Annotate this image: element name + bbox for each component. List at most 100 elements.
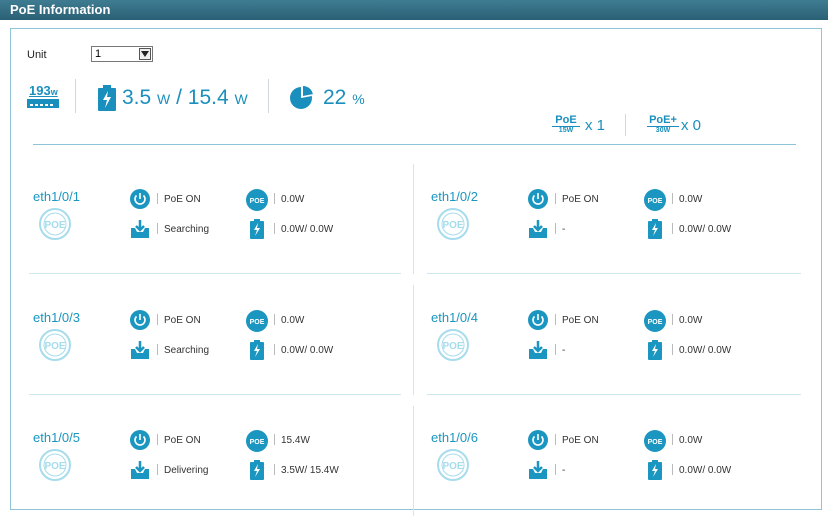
poe-port-icon: POE	[437, 329, 469, 361]
poe-port-icon-label: POE	[442, 220, 463, 231]
battery-icon	[250, 219, 264, 239]
port-usage: 0.0W/ 0.0W	[274, 223, 333, 235]
battery-icon	[648, 460, 662, 480]
port-status: -	[555, 223, 565, 235]
power-icon	[528, 189, 548, 209]
port-name[interactable]: eth1/0/3	[33, 310, 80, 325]
port-name[interactable]: eth1/0/6	[431, 430, 478, 445]
poe-power-icon-label: POE	[648, 198, 663, 205]
port-admin-state: PoE ON	[555, 314, 599, 326]
port-admin-state: PoE ON	[157, 193, 201, 205]
battery-icon	[648, 219, 662, 239]
port-status: -	[555, 344, 565, 356]
download-tray-icon	[529, 341, 547, 359]
total-budget-icon: 193w	[25, 83, 61, 109]
poe-budget-icon: PoE 15W	[552, 114, 580, 134]
poe-port-icon: POE	[39, 449, 71, 481]
chevron-down-icon[interactable]	[139, 48, 151, 60]
port-admin-state: PoE ON	[157, 434, 201, 446]
port-card[interactable]: eth1/0/5 POE PoE ON Delivering POE 15.	[29, 430, 401, 510]
port-card[interactable]: eth1/0/3 POE PoE ON Searching POE 0.0W	[29, 310, 401, 390]
poe-power-icon-label: POE	[648, 319, 663, 326]
window-titlebar: PoE Information	[0, 0, 828, 20]
poe-port-icon: POE	[39, 329, 71, 361]
port-power: 0.0W	[274, 193, 304, 205]
power-icon	[528, 310, 548, 330]
poe-plus-budget-count: x 0	[681, 117, 702, 134]
port-name[interactable]: eth1/0/1	[33, 189, 80, 204]
battery-icon	[98, 85, 116, 111]
port-usage: 0.0W/ 0.0W	[672, 223, 731, 235]
poe-power-icon: POE	[644, 430, 666, 452]
port-power: 0.0W	[672, 434, 702, 446]
download-tray-icon	[131, 461, 149, 479]
poe-power-icon: POE	[246, 310, 268, 332]
port-card[interactable]: eth1/0/6 POE PoE ON - POE 0.0W	[427, 430, 799, 510]
port-name[interactable]: eth1/0/2	[431, 189, 478, 204]
poe-power-icon-label: POE	[648, 439, 663, 446]
port-card[interactable]: eth1/0/4 POE PoE ON - POE 0.0W	[427, 310, 799, 390]
poe-port-icon-label: POE	[44, 461, 65, 472]
poe-budget-count: x 1	[585, 117, 606, 134]
port-name[interactable]: eth1/0/4	[431, 310, 478, 325]
grid-divider	[413, 406, 414, 516]
power-usage-text: 3.5 W / 15.4 W	[122, 86, 248, 109]
grid-divider	[29, 394, 401, 395]
port-status: -	[555, 464, 565, 476]
poe-port-icon-label: POE	[44, 220, 65, 231]
poe-port-icon-label: POE	[44, 341, 65, 352]
poe-power-icon-label: POE	[250, 198, 265, 205]
grid-divider	[427, 394, 801, 395]
download-tray-icon	[529, 220, 547, 238]
usage-percent-text: 22 %	[323, 86, 365, 109]
port-usage: 0.0W/ 0.0W	[274, 344, 333, 356]
port-power: 0.0W	[274, 314, 304, 326]
grid-divider	[413, 285, 414, 395]
grid-divider	[427, 273, 801, 274]
poe-port-icon-label: POE	[442, 341, 463, 352]
poe-port-icon-label: POE	[442, 461, 463, 472]
grid-divider	[29, 273, 401, 274]
power-icon	[528, 430, 548, 450]
unit-label: Unit	[27, 49, 47, 61]
budget-divider	[625, 114, 626, 136]
poe-power-icon: POE	[644, 189, 666, 211]
download-tray-icon	[131, 341, 149, 359]
power-icon	[130, 310, 150, 330]
battery-icon	[648, 340, 662, 360]
pie-chart-icon	[290, 86, 313, 109]
battery-icon	[250, 460, 264, 480]
port-status: Searching	[157, 223, 209, 235]
poe-power-icon: POE	[246, 430, 268, 452]
download-tray-icon	[131, 220, 149, 238]
poe-port-icon: POE	[437, 208, 469, 240]
port-usage: 0.0W/ 0.0W	[672, 464, 731, 476]
port-name[interactable]: eth1/0/5	[33, 430, 80, 445]
poe-plus-budget-icon: PoE+ 30W	[647, 114, 679, 134]
window-title: PoE Information	[10, 2, 111, 17]
unit-select[interactable]: 1	[91, 46, 153, 62]
summary-separator	[33, 144, 796, 145]
poe-power-icon-label: POE	[250, 319, 265, 326]
battery-icon	[250, 340, 264, 360]
poe-port-icon: POE	[39, 208, 71, 240]
port-usage: 0.0W/ 0.0W	[672, 344, 731, 356]
power-icon	[130, 430, 150, 450]
power-icon	[130, 189, 150, 209]
grid-divider	[413, 164, 414, 274]
summary-divider	[75, 79, 76, 113]
port-card[interactable]: eth1/0/1 POE PoE ON Searching POE 0.0W	[29, 189, 401, 269]
port-card[interactable]: eth1/0/2 POE PoE ON - POE 0.0W	[427, 189, 799, 269]
unit-select-value: 1	[95, 48, 102, 60]
port-status: Delivering	[157, 464, 208, 476]
poe-port-icon: POE	[437, 449, 469, 481]
port-admin-state: PoE ON	[555, 193, 599, 205]
port-power: 0.0W	[672, 193, 702, 205]
port-power: 0.0W	[672, 314, 702, 326]
port-power: 15.4W	[274, 434, 310, 446]
download-tray-icon	[529, 461, 547, 479]
port-usage: 3.5W/ 15.4W	[274, 464, 339, 476]
poe-info-panel: Unit 1 193w 3.5 W / 15.4 W 22 %	[10, 28, 822, 516]
port-status: Searching	[157, 344, 209, 356]
poe-power-icon: POE	[246, 189, 268, 211]
